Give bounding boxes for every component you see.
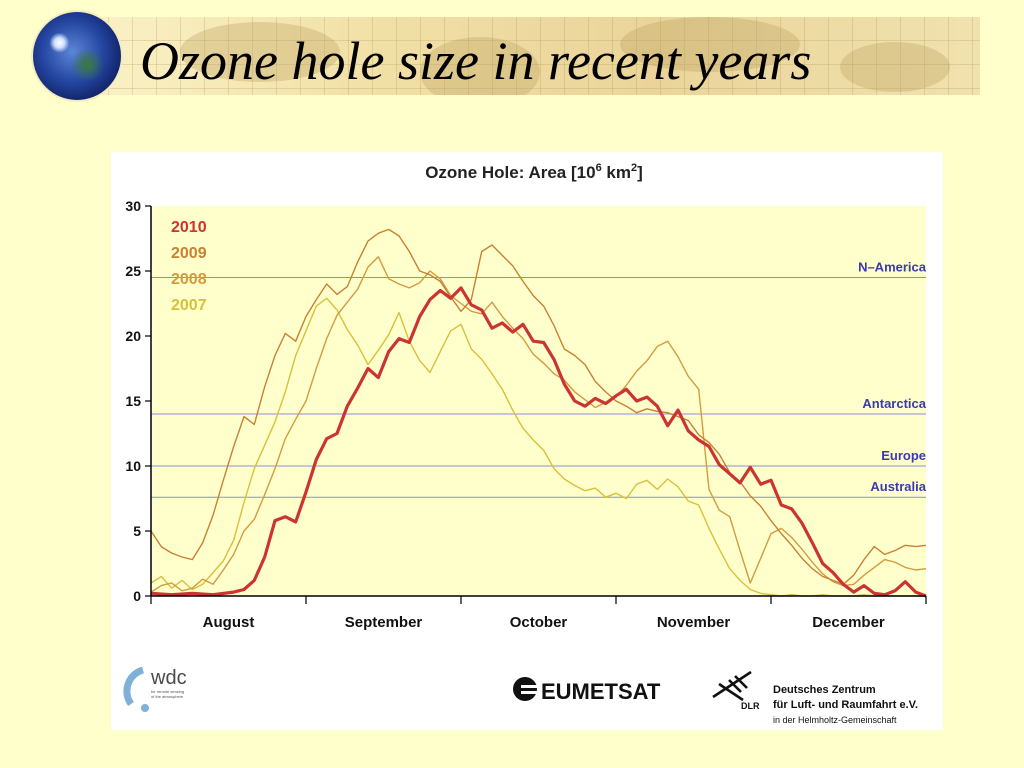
y-tick-label: 0 — [133, 588, 141, 604]
dlr-name-line: für Luft- und Raumfahrt e.V. — [773, 699, 918, 711]
series-line-2008 — [150, 256, 927, 593]
map-landmass-decoration — [620, 17, 800, 72]
x-tick-label: November — [657, 614, 731, 631]
y-tick-label: 30 — [125, 198, 141, 214]
eumetsat-emblem-icon — [513, 677, 537, 701]
wdc-arc-icon — [123, 666, 145, 707]
reference-line-label: Antarctica — [862, 396, 926, 411]
eumetsat-logo: EUMETSAT — [513, 677, 661, 704]
eumetsat-emblem-icon — [521, 691, 537, 694]
y-tick-label: 15 — [125, 393, 141, 409]
series-line-2010 — [150, 286, 927, 598]
globe-icon — [33, 12, 121, 100]
wdc-subtitle: of the atmosphere — [151, 694, 184, 699]
reference-line-label: N–America — [858, 260, 927, 275]
chart-title: Ozone Hole: Area [106 km2] — [425, 162, 643, 182]
series-line-2009 — [150, 228, 927, 585]
ozone-chart: Ozone Hole: Area [106 km2] N–America Anta… — [123, 162, 927, 725]
legend-label: 2008 — [171, 271, 207, 288]
wdc-logo: wdc for remote sensing of the atmosphere — [123, 666, 187, 712]
dlr-logo: DLR Deutsches Zentrum für Luft- und Raum… — [712, 670, 918, 725]
map-landmass-decoration — [180, 22, 340, 82]
wdc-subtitle: for remote sensing — [151, 689, 184, 694]
map-landmass-decoration — [840, 42, 950, 92]
map-landmass-decoration — [420, 37, 540, 95]
title-band — [60, 17, 980, 95]
x-tick-label: December — [812, 614, 885, 631]
dlr-helmholtz-line: in der Helmholtz-Gemeinschaft — [773, 715, 897, 725]
eumetsat-wordmark: EUMETSAT — [541, 679, 661, 704]
chart-panel: Ozone Hole: Area [106 km2] N–America Anta… — [111, 152, 943, 730]
y-tick-label: 20 — [125, 328, 141, 344]
legend-label: 2007 — [171, 297, 207, 314]
legend-label: 2009 — [171, 245, 207, 262]
legend-label: 2010 — [171, 219, 207, 236]
reference-line-label: Europe — [881, 448, 926, 463]
plot-area-background — [151, 206, 926, 596]
y-tick-label: 5 — [133, 523, 141, 539]
dlr-aircraft-icon — [712, 670, 752, 702]
x-tick-label: October — [510, 614, 568, 631]
slide-title: Ozone hole size in recent years — [140, 31, 812, 91]
map-grid-decoration — [60, 17, 980, 95]
dlr-mark: DLR — [741, 701, 760, 711]
reference-line-label: Australia — [870, 479, 926, 494]
dlr-name-line: Deutsches Zentrum — [773, 684, 876, 696]
y-tick-label: 25 — [125, 263, 141, 279]
y-tick-label: 10 — [125, 458, 141, 474]
wdc-text: wdc — [150, 667, 187, 689]
wdc-dot-icon — [141, 704, 149, 712]
eumetsat-emblem-icon — [521, 685, 537, 688]
x-tick-label: September — [345, 614, 423, 631]
x-tick-label: August — [203, 614, 255, 631]
